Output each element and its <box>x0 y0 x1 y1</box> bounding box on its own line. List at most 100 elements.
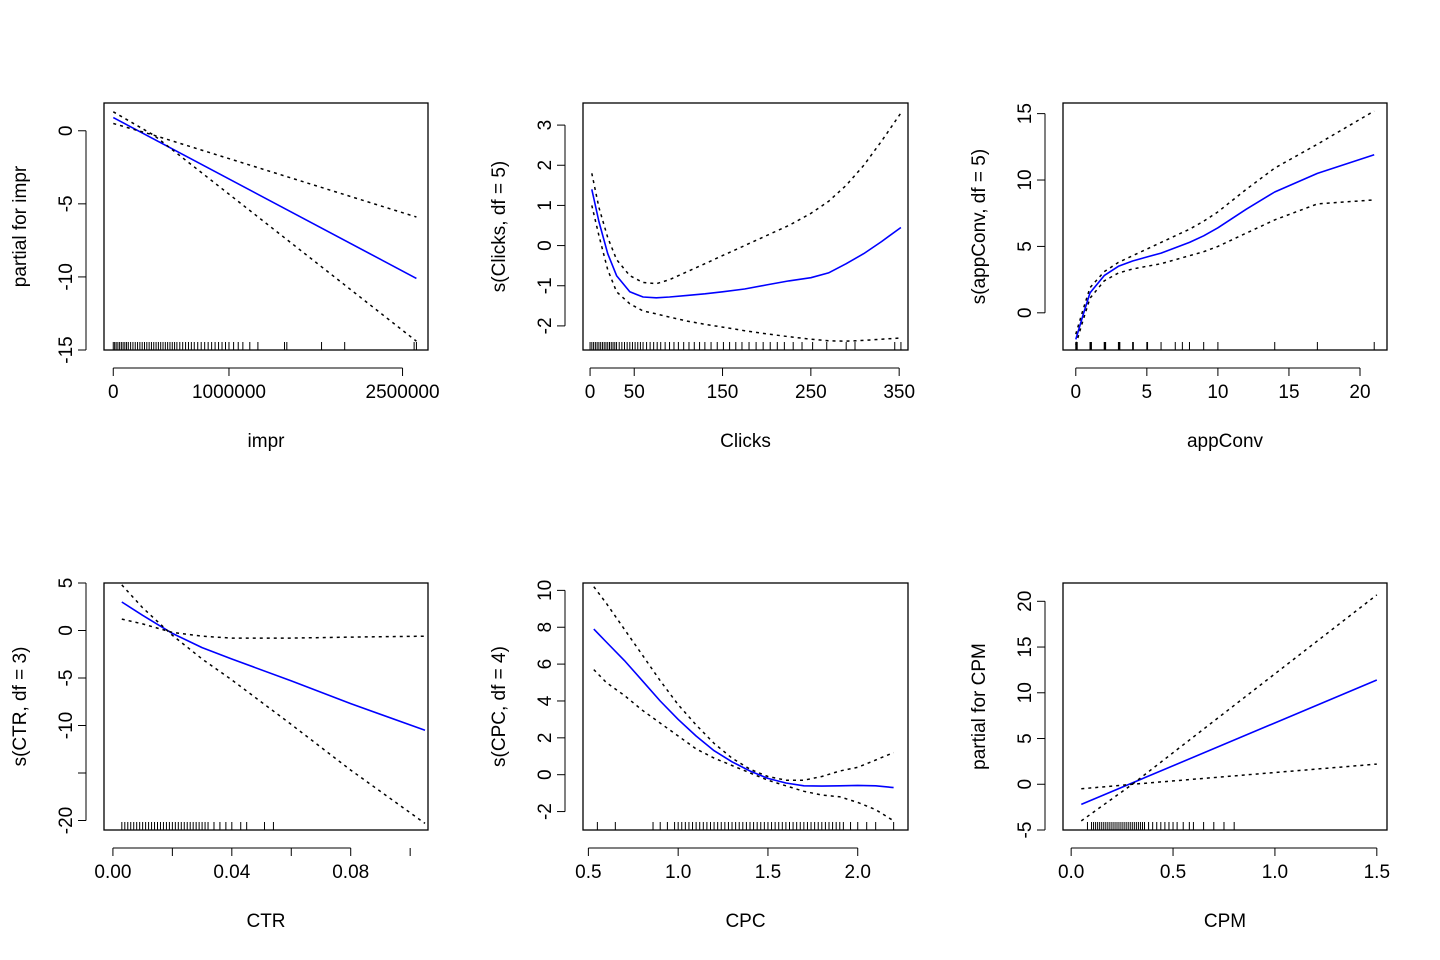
x-tick-label: 250 <box>795 382 827 403</box>
y-tick-label: 0 <box>56 125 77 136</box>
y-axis-title: s(Clicks, df = 5) <box>489 161 510 292</box>
x-tick-label: 1.5 <box>1364 862 1390 883</box>
y-tick-label: -20 <box>56 807 77 834</box>
x-tick-label: 150 <box>707 382 739 403</box>
y-tick-label: 2 <box>535 160 556 171</box>
y-tick-label: 0 <box>1015 308 1036 319</box>
x-tick-label: 20 <box>1349 382 1370 403</box>
x-tick-label: 0.5 <box>575 862 601 883</box>
plot-frame <box>103 102 429 351</box>
fit-line <box>1080 679 1378 806</box>
lower-band-line <box>1080 594 1378 822</box>
plot-frame <box>103 582 429 831</box>
lower-band-line <box>112 111 417 342</box>
x-tick-label: 0.08 <box>332 862 369 883</box>
x-tick-label: 0.0 <box>1058 862 1084 883</box>
x-axis-title: CTR <box>246 911 285 932</box>
y-tick-label: 0 <box>535 240 556 251</box>
x-axis-title: CPC <box>725 911 765 932</box>
y-tick-label: 10 <box>1015 682 1036 703</box>
y-axis-title: s(CTR, df = 3) <box>10 647 31 767</box>
chart-panel-6: 0.0 0.5 1.0 1.5 20 15 10 5 0 -5 CPM partial for CPM <box>969 582 1390 932</box>
x-tick-label: 1.5 <box>755 862 781 883</box>
y-tick-label: 4 <box>535 695 556 706</box>
series-group <box>593 586 894 822</box>
x-tick-label: 10 <box>1207 382 1228 403</box>
y-tick-label: -5 <box>56 670 77 687</box>
y-tick-label: 8 <box>535 622 556 633</box>
series-group <box>121 584 426 825</box>
lower-band-line <box>121 584 426 825</box>
y-tick-label: 1 <box>535 200 556 211</box>
series-group <box>591 112 902 342</box>
chart-panel-5: 0.5 1.0 1.5 2.0 10 8 6 4 2 0 -2 CPC s(CPC, df = 4) <box>489 580 909 932</box>
y-tick-label: 5 <box>56 578 77 589</box>
series-group <box>112 111 417 342</box>
x-tick-label: 1.0 <box>665 862 691 883</box>
chart-panel-3: 0 5 10 15 20 0 5 10 15 appConv s(appConv, df = 5) <box>969 102 1388 452</box>
series-group <box>1080 594 1378 822</box>
x-tick-label: 0.04 <box>213 862 250 883</box>
y-tick-label: -5 <box>56 195 77 212</box>
fit-line <box>1075 154 1375 340</box>
x-tick-label: 15 <box>1278 382 1299 403</box>
x-tick-label: 1.0 <box>1262 862 1288 883</box>
x-tick-label: 0 <box>1071 382 1082 403</box>
y-tick-label: -10 <box>56 263 77 290</box>
x-tick-label: 50 <box>624 382 645 403</box>
plot-frame <box>1062 582 1388 831</box>
x-axis-title: appConv <box>1187 431 1264 452</box>
y-tick-label: -10 <box>56 712 77 739</box>
y-tick-label: -2 <box>535 317 556 334</box>
x-tick-label: 0 <box>585 382 596 403</box>
y-tick-label: -5 <box>1015 822 1036 839</box>
fit-line <box>593 628 894 789</box>
x-axis-title: Clicks <box>720 431 771 452</box>
upper-band-line <box>121 618 426 639</box>
series-group <box>1075 110 1375 345</box>
y-tick-label: 0 <box>56 625 77 636</box>
x-tick-label: 0.5 <box>1160 862 1186 883</box>
fit-line <box>121 601 426 732</box>
x-axis-title: impr <box>248 431 286 452</box>
y-tick-label: 2 <box>535 733 556 744</box>
upper-band-line <box>1081 763 1377 790</box>
lower-band-line <box>1075 199 1375 345</box>
y-tick-label: 15 <box>1015 636 1036 657</box>
fit-line <box>591 189 902 299</box>
chart-panel-4: 0.00 0.04 0.08 5 0 -5 -10 -20 CTR s(CTR, df = 3) <box>10 578 429 932</box>
y-tick-label: 15 <box>1015 103 1036 124</box>
upper-band-line <box>591 112 902 285</box>
y-tick-label: 10 <box>1015 169 1036 190</box>
y-tick-label: 0 <box>1015 779 1036 790</box>
x-axis-title: CPM <box>1204 911 1246 932</box>
lower-band-line <box>591 205 901 342</box>
y-axis-title: s(appConv, df = 5) <box>969 149 990 304</box>
lower-band-line <box>593 669 894 822</box>
y-tick-label: -2 <box>535 803 556 820</box>
plot-frame <box>582 102 909 351</box>
y-tick-label: 6 <box>535 659 556 670</box>
chart-panel-2: 0 50 150 250 350 3 2 1 0 -1 -2 Clicks s(Clicks, df =… <box>489 102 915 452</box>
plot-frame <box>582 582 909 831</box>
x-tick-label: 2500000 <box>366 382 440 403</box>
plot-frame <box>1062 102 1388 351</box>
fit-line <box>112 116 417 280</box>
x-tick-label: 2.0 <box>845 862 871 883</box>
y-tick-label: 5 <box>1015 733 1036 744</box>
y-tick-label: -1 <box>535 277 556 294</box>
x-tick-label: 1000000 <box>192 382 266 403</box>
chart-panel-1: 0 1000000 2500000 0 -5 -10 -15 impr partial for … <box>10 102 440 452</box>
y-axis-title: partial for CPM <box>969 643 990 770</box>
x-tick-label: 0 <box>108 382 119 403</box>
y-axis-title: s(CPC, df = 4) <box>489 646 510 767</box>
y-axis-title: partial for impr <box>10 165 31 287</box>
y-tick-label: 0 <box>535 769 556 780</box>
y-tick-label: 5 <box>1015 241 1036 252</box>
x-tick-label: 0.00 <box>94 862 131 883</box>
y-tick-label: 3 <box>535 120 556 131</box>
x-tick-label: 5 <box>1142 382 1153 403</box>
y-tick-label: -15 <box>56 336 77 363</box>
y-tick-label: 10 <box>535 580 556 601</box>
